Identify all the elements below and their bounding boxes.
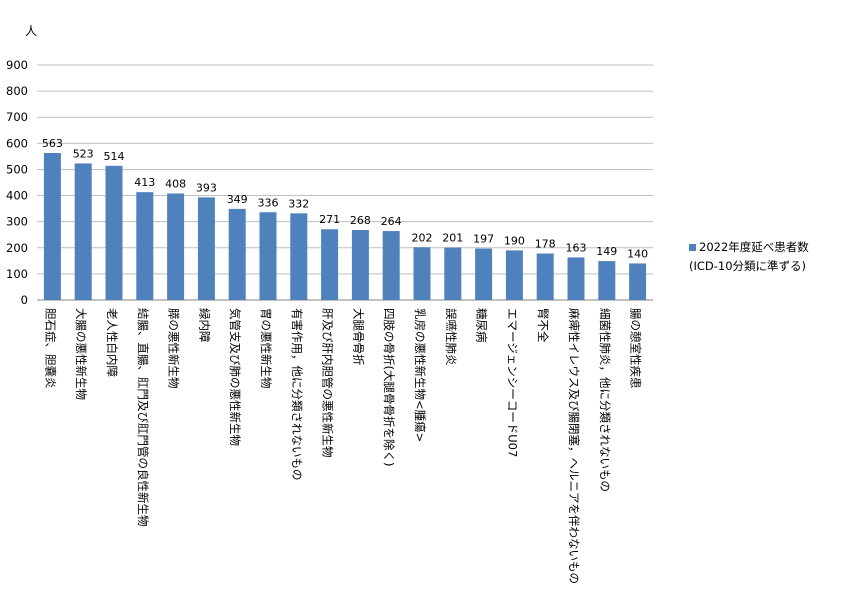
x-tick-label: 胃の悪性新生物 [259,308,273,389]
x-tick-label: 緑内障 [197,308,211,343]
bar [197,197,215,300]
data-label: 178 [535,238,556,251]
x-tick-label: 結腸、直腸、肛門及び肛門管の良性新生物 [136,308,150,527]
x-tick-label: 大腸の悪性新生物 [74,308,88,400]
y-tick-label: 500 [6,162,28,176]
x-tick-label: 大腿骨骨折 [351,308,365,366]
data-label: 202 [412,231,433,244]
bar [43,152,61,300]
x-tick-label: 四肢の骨折(大腿骨骨折を除く) [382,308,396,466]
bar [444,247,462,300]
bar [382,231,400,300]
data-label: 332 [288,197,309,210]
bar [228,208,246,300]
x-tick-label: 有害作用，他に分類されないもの [290,308,304,481]
bar [136,192,154,300]
data-label: 349 [227,193,248,206]
data-label: 393 [196,181,217,194]
bar [629,263,647,300]
bar [105,165,123,300]
y-tick-label: 300 [6,215,28,229]
bar [351,230,369,300]
data-label: 523 [73,147,94,160]
y-tick-label: 900 [6,58,28,72]
x-tick-label: 胆石症、胆嚢炎 [43,308,57,389]
x-tick-label: 気管支及び肺の悪性新生物 [228,308,242,446]
y-tick-label: 200 [6,241,28,255]
legend-swatch [689,244,696,251]
x-tick-label: 細菌性肺炎，他に分類されないもの [598,308,612,492]
x-tick-label: 誤嚥性肺炎 [444,308,458,366]
y-tick-label: 0 [21,293,28,307]
data-label: 190 [504,234,525,247]
x-tick-label: 乳房の悪性新生物<腫瘍> [413,308,427,442]
x-tick-label: 麻痺性イレウス及び腸閉塞，ヘルニアを伴わないもの [567,308,581,584]
bar [259,212,277,300]
legend: 2022年度延べ患者数 (ICD-10分類に準ずる) [689,238,809,276]
data-label: 268 [350,214,371,227]
x-tick-label: 腎不全 [536,308,550,343]
y-tick-label: 100 [6,267,28,281]
data-label: 563 [42,137,63,150]
data-label: 149 [596,245,617,258]
data-label: 140 [627,247,648,260]
x-tick-label: 肝及び肝内胆管の悪性新生物 [321,308,335,458]
y-tick-label: 800 [6,84,28,98]
data-label: 163 [566,241,587,254]
data-label: 514 [104,150,125,163]
data-label: 271 [319,213,340,226]
data-label: 408 [165,177,186,190]
legend-entry: 2022年度延べ患者数 [689,238,809,257]
data-label: 264 [381,215,402,228]
legend-note: (ICD-10分類に準ずる) [689,259,807,273]
data-label: 336 [258,196,279,209]
y-axis-unit-label: 人 [25,24,38,38]
bar [598,261,616,300]
bar [167,193,185,300]
bar [475,248,493,300]
bar [74,163,92,300]
x-tick-label: 腸の憩室性疾患 [629,308,643,389]
data-label: 197 [473,233,494,246]
data-label: 413 [134,176,155,189]
x-tick-label: 老人性白内障 [105,308,119,377]
x-tick-label: エマージェンシーコードU07 [505,308,519,457]
bar [505,250,523,300]
x-tick-label: 膵の悪性新生物 [167,308,181,389]
bar [413,247,431,300]
y-tick-label: 400 [6,189,28,203]
data-label: 201 [442,232,463,245]
y-tick-label: 600 [6,136,28,150]
bar [321,229,339,300]
x-tick-label: 糖尿病 [475,308,489,343]
bar [290,213,308,300]
y-tick-label: 700 [6,110,28,124]
bar [536,253,554,300]
legend-series-label: 2022年度延べ患者数 [699,240,809,254]
bar [567,257,585,300]
